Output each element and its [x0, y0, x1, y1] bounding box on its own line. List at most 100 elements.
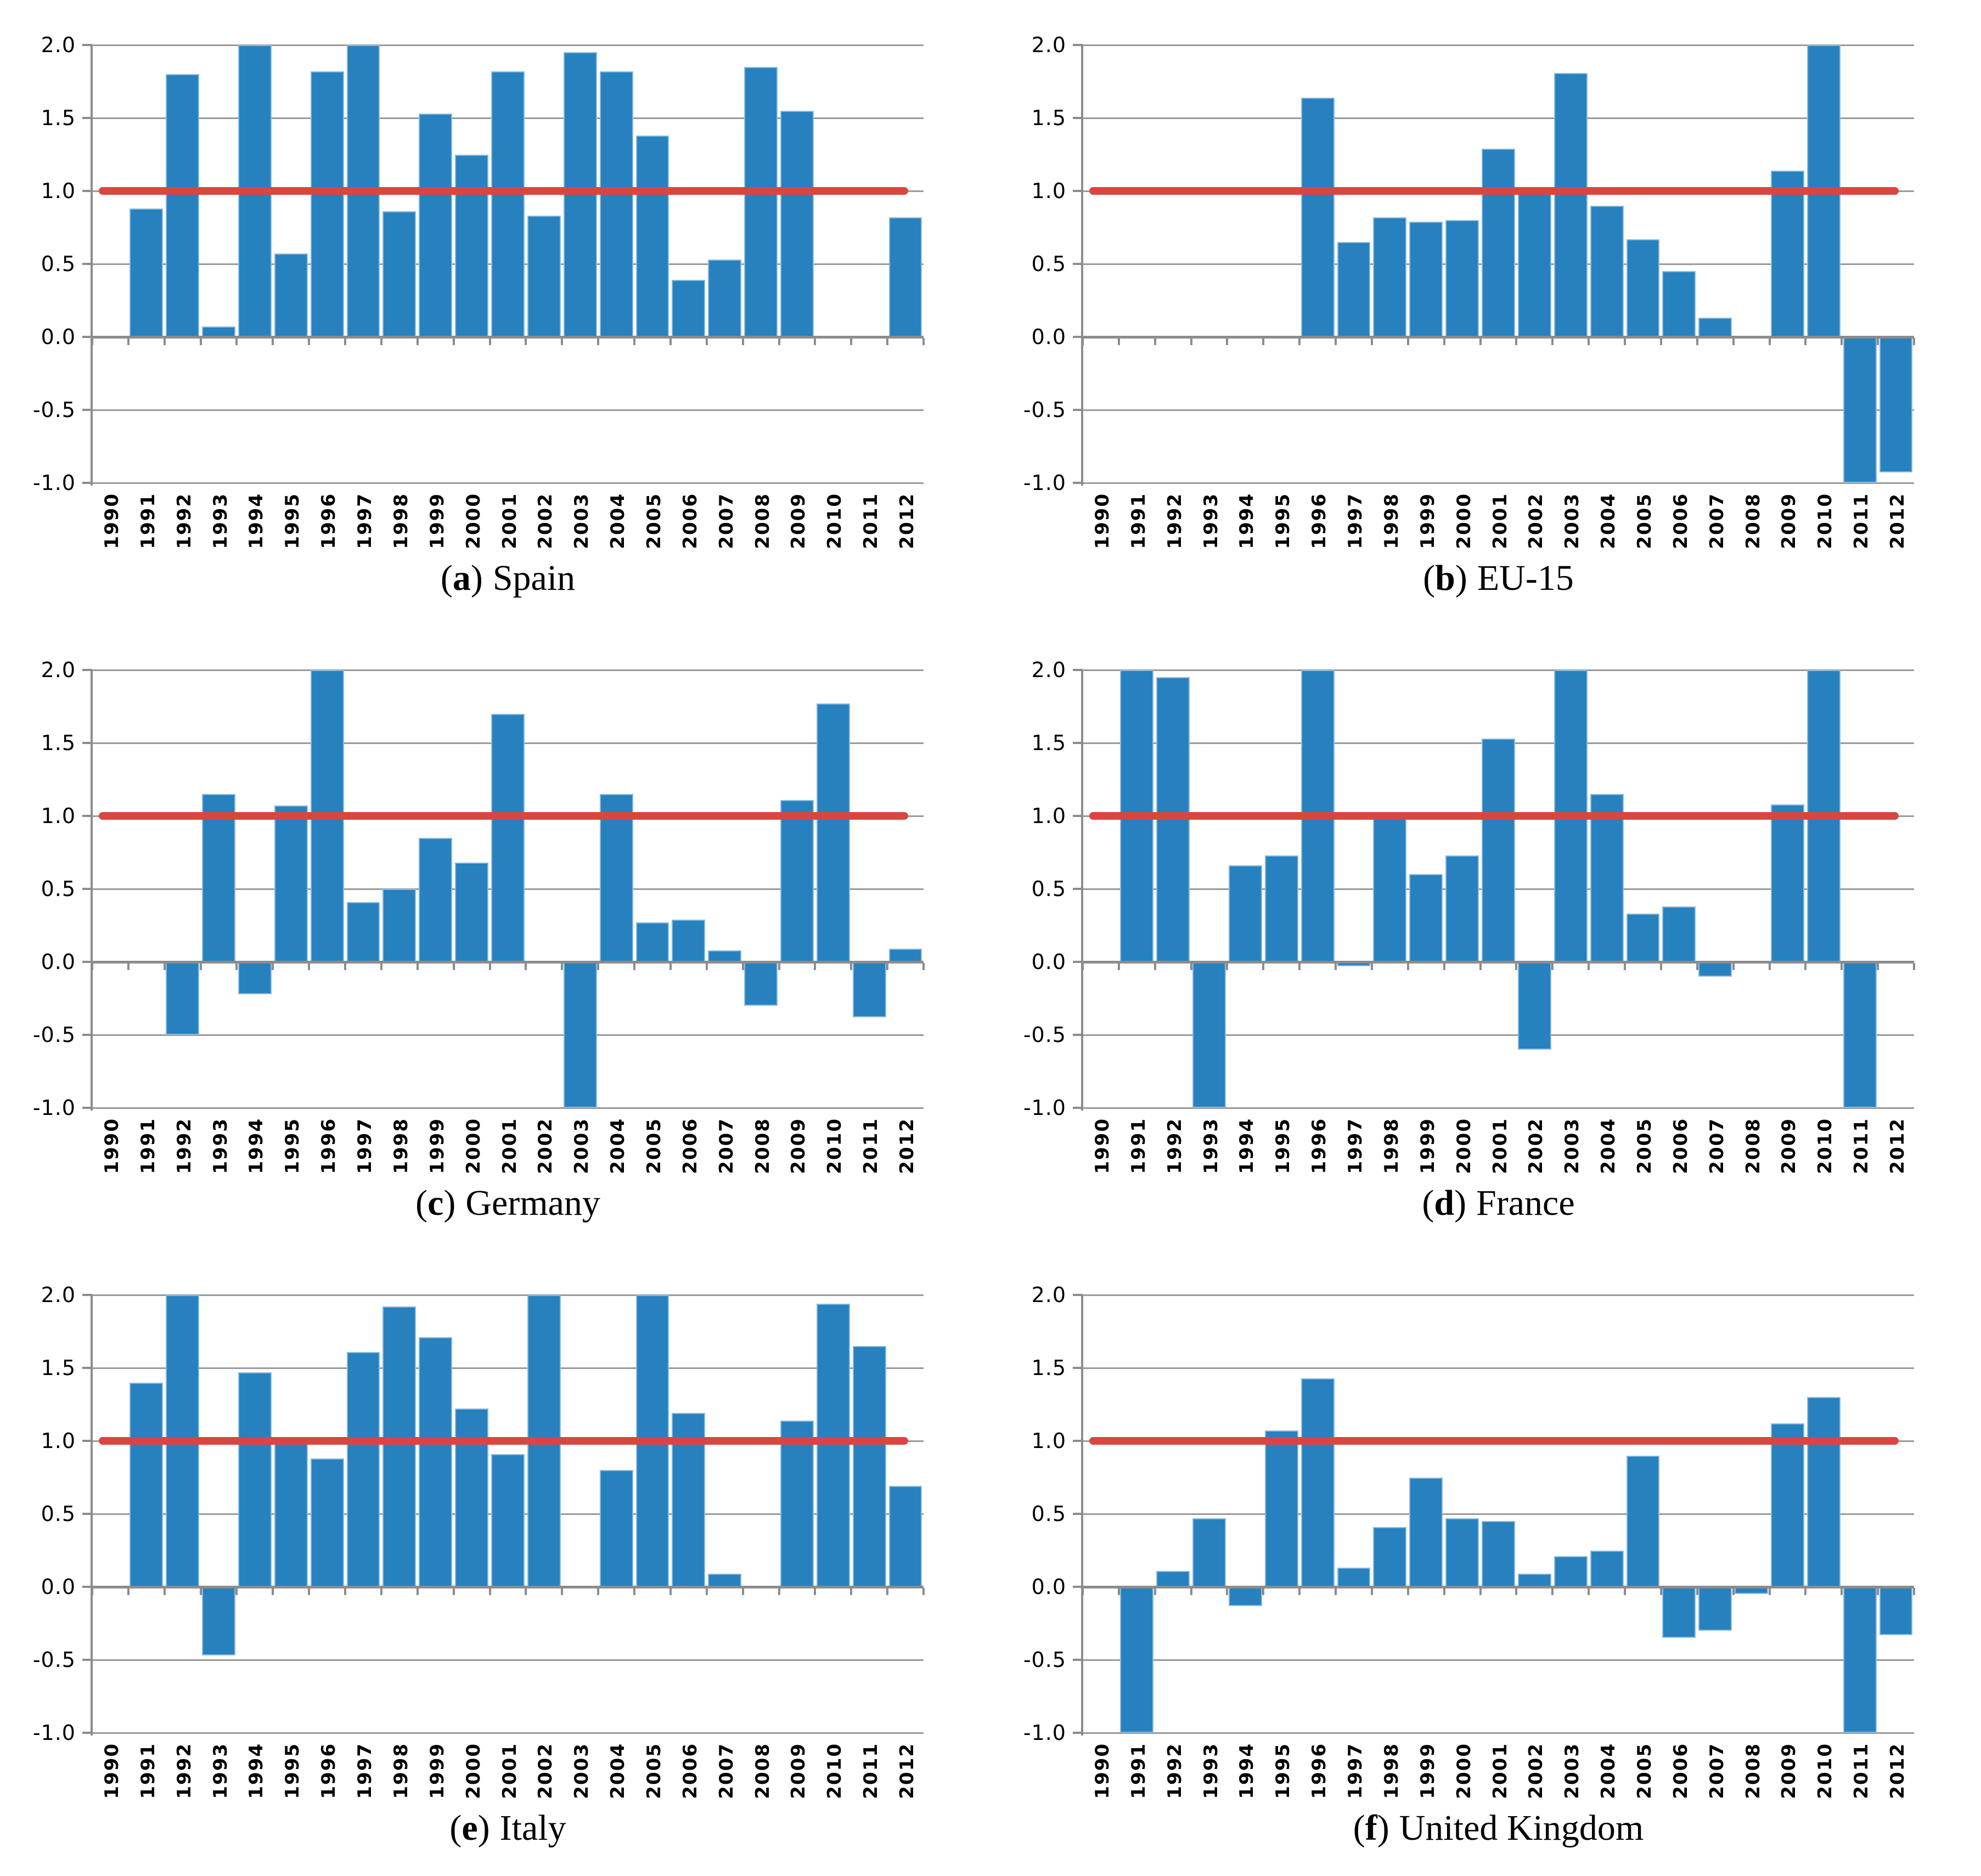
x-tick-label-1994: 1994: [245, 493, 268, 549]
x-axis-tick: [597, 1588, 600, 1595]
x-axis-tick: [1768, 963, 1771, 970]
x-axis-tick: [1913, 338, 1915, 345]
x-tick-label-1995: 1995: [1272, 493, 1295, 549]
x-axis-tick: [1479, 963, 1482, 970]
gridline: [1083, 1107, 1914, 1109]
bar-2002: [1517, 1574, 1551, 1587]
y-tick-label: 0.5: [1031, 1502, 1066, 1526]
bar-2004: [599, 794, 633, 962]
x-axis-tick: [525, 963, 527, 970]
x-tick-label-1998: 1998: [390, 1118, 412, 1174]
bar-2001: [491, 1454, 525, 1587]
gridline: [1083, 117, 1914, 119]
y-axis-tick: [1073, 44, 1083, 46]
bar-2001: [1482, 739, 1515, 962]
x-tick-label-2002: 2002: [1525, 1118, 1547, 1174]
x-tick-label-2005: 2005: [643, 493, 665, 549]
x-axis-tick: [1370, 963, 1373, 970]
y-axis-tick: [82, 1513, 92, 1515]
bar-1999: [1409, 221, 1443, 337]
gridline: [92, 1659, 924, 1661]
y-axis-tick: [82, 336, 92, 338]
caption-paren-open: (: [1423, 558, 1436, 598]
x-tick-label-2010: 2010: [824, 1118, 846, 1174]
x-axis-tick: [778, 338, 780, 345]
x-tick-label-1993: 1993: [1200, 1743, 1222, 1799]
x-tick-label-2001: 2001: [498, 493, 521, 549]
y-tick-label: 0.0: [41, 325, 76, 349]
bar-1993: [202, 326, 235, 337]
bar-2000: [1445, 220, 1479, 337]
y-tick-label: -1.0: [32, 1721, 76, 1745]
x-tick-label-2004: 2004: [1597, 1743, 1620, 1799]
x-axis-tick: [452, 338, 455, 345]
bar-1998: [1373, 1526, 1407, 1587]
x-axis-tick: [416, 1588, 419, 1595]
x-tick-label-2001: 2001: [1489, 493, 1511, 549]
gridline: [92, 1732, 924, 1734]
x-axis-tick: [1406, 963, 1409, 970]
x-tick-label-2009: 2009: [787, 1743, 810, 1799]
y-tick-label: -1.0: [1023, 1721, 1066, 1745]
bar-1997: [1337, 1568, 1371, 1587]
bar-2006: [1662, 906, 1696, 962]
bar-2005: [1626, 1455, 1660, 1587]
caption-paren-open: (: [415, 1183, 428, 1223]
x-axis-tick: [1117, 963, 1120, 970]
y-axis-tick: [82, 1659, 92, 1661]
x-tick-label-2010: 2010: [1814, 1743, 1837, 1799]
x-axis-tick: [597, 963, 600, 970]
y-axis-tick: [82, 1294, 92, 1296]
x-tick-label-1991: 1991: [137, 493, 159, 549]
bar-2002: [1517, 962, 1551, 1050]
x-tick-label-2012: 2012: [896, 1743, 919, 1799]
gridline: [1083, 1659, 1914, 1661]
x-tick-label-1998: 1998: [390, 1743, 412, 1799]
x-axis-tick: [561, 1588, 564, 1595]
x-axis-tick: [1370, 338, 1373, 345]
x-axis-tick: [741, 338, 744, 345]
x-axis-tick: [272, 963, 274, 970]
bar-2008: [744, 66, 778, 337]
x-axis-tick: [163, 338, 166, 345]
x-tick-label-2011: 2011: [860, 1118, 882, 1174]
y-axis-tick: [82, 961, 92, 963]
x-axis-tick: [741, 963, 744, 970]
panel-letter: d: [1434, 1183, 1455, 1223]
x-tick-label-2005: 2005: [643, 1743, 665, 1799]
x-axis-tick: [1877, 338, 1879, 345]
x-tick-label-2011: 2011: [1850, 1118, 1873, 1174]
x-axis-tick: [1515, 1588, 1518, 1595]
x-axis-tick: [1190, 1588, 1192, 1595]
x-tick-label-2011: 2011: [1850, 493, 1873, 549]
chart-panel-a: 2.0 1.5 1.0 0.5 0.0 -0.5 -1.0 1990 1991 1992 1993 1…: [0, 0, 990, 625]
reference-line: [99, 812, 908, 820]
x-tick-label-1994: 1994: [245, 1118, 268, 1174]
bar-1997: [1337, 242, 1371, 337]
y-tick-label: 1.0: [1031, 1429, 1066, 1453]
x-axis-tick: [814, 1588, 817, 1595]
x-tick-label-2006: 2006: [679, 493, 701, 549]
gridline: [92, 409, 924, 411]
bar-2005: [635, 922, 669, 962]
x-tick-label-1993: 1993: [209, 1118, 232, 1174]
x-tick-label-2007: 2007: [715, 1118, 738, 1174]
x-tick-label-2008: 2008: [751, 493, 774, 549]
x-tick-label-2010: 2010: [824, 493, 846, 549]
x-tick-label-2003: 2003: [1561, 493, 1584, 549]
bar-2010: [1806, 1397, 1841, 1587]
x-axis-tick: [886, 963, 889, 970]
x-tick-label-2006: 2006: [1669, 1118, 1692, 1174]
caption-paren-close: ): [1455, 558, 1467, 598]
x-tick-label-1997: 1997: [1344, 493, 1367, 549]
panel-letter: b: [1435, 558, 1455, 598]
bar-2010: [816, 703, 850, 962]
bar-2011: [852, 962, 886, 1018]
x-tick-label-1995: 1995: [282, 1118, 304, 1174]
x-tick-label-1996: 1996: [1308, 493, 1331, 549]
panel-title: France: [1476, 1183, 1575, 1223]
y-axis-tick: [82, 669, 92, 671]
bar-2007: [1698, 1587, 1732, 1631]
bar-2007: [708, 1574, 742, 1587]
caption-paren-open: (: [1353, 1808, 1365, 1848]
